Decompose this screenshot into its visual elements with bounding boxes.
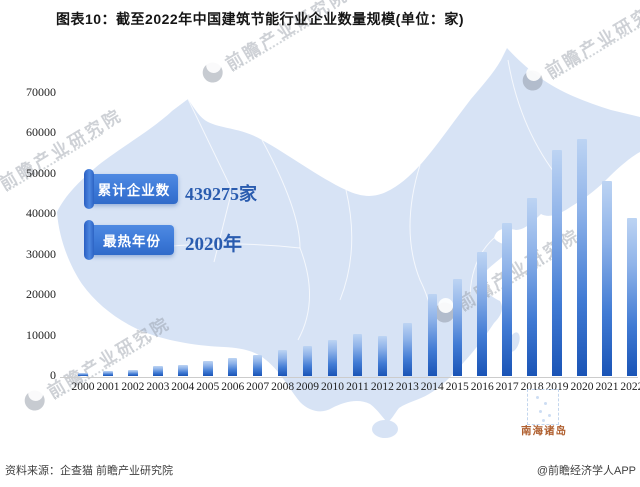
- x-tick-2018: 2018: [520, 381, 544, 393]
- islands-dots-icon: [536, 396, 539, 399]
- bar-2012: [377, 335, 388, 376]
- x-tick-2005: 2005: [196, 381, 220, 393]
- x-tick-2014: 2014: [420, 381, 444, 393]
- bar-2017: [502, 222, 512, 376]
- x-axis-line: [60, 377, 638, 378]
- bar-2010: [327, 339, 338, 376]
- y-tick-20000: 20000: [26, 287, 56, 301]
- badge-cumulative-enterprises: 累计企业数: [84, 168, 178, 209]
- china-mainland-shape: [57, 48, 640, 422]
- chart-title: 图表10：截至2022年中国建筑节能行业企业数量规模(单位：家): [55, 11, 465, 27]
- bar-2022: [627, 218, 637, 376]
- bar-2006: [227, 358, 238, 376]
- app-credit: @前瞻经济学人APP: [536, 465, 636, 477]
- badge-hottest-year: 最热年份: [84, 219, 174, 260]
- bar-2000: [78, 373, 88, 376]
- x-tick-2000: 2000: [71, 381, 95, 393]
- hainan-island-shape: [372, 420, 398, 438]
- data-source-note: 资料来源：企查猫 前瞻产业研究院: [5, 465, 174, 477]
- bar-2001: [103, 371, 113, 376]
- x-tick-2009: 2009: [296, 381, 320, 393]
- x-tick-2015: 2015: [445, 381, 469, 393]
- x-tick-2008: 2008: [271, 381, 295, 393]
- x-tick-2011: 2011: [346, 381, 369, 393]
- x-tick-2003: 2003: [146, 381, 170, 393]
- south-china-sea-inset-box: [527, 389, 559, 425]
- bar-2005: [203, 361, 213, 376]
- y-tick-30000: 30000: [26, 246, 56, 261]
- badge-cumulative-value: 439275家: [185, 184, 257, 204]
- x-tick-2019: 2019: [545, 381, 569, 393]
- x-tick-2022: 2022: [620, 381, 640, 393]
- bar-2014: [427, 293, 438, 376]
- badge-label: 累计企业数: [97, 183, 171, 198]
- y-tick-0: 0: [50, 368, 56, 382]
- x-tick-2016: 2016: [470, 381, 494, 393]
- bar-2015: [452, 278, 462, 376]
- x-tick-2013: 2013: [395, 381, 419, 393]
- x-tick-2020: 2020: [570, 381, 594, 393]
- x-tick-2002: 2002: [121, 381, 145, 393]
- x-tick-2021: 2021: [595, 381, 619, 393]
- bar-2013: [402, 322, 413, 376]
- bar-2007: [252, 354, 263, 376]
- bar-2004: [178, 364, 188, 376]
- x-tick-2004: 2004: [171, 381, 195, 393]
- badge-label: 最热年份: [103, 234, 161, 249]
- x-tick-2006: 2006: [221, 381, 245, 393]
- x-tick-2007: 2007: [246, 381, 270, 393]
- y-tick-70000: 70000: [26, 84, 56, 99]
- x-tick-2001: 2001: [96, 381, 120, 393]
- x-tick-2010: 2010: [321, 381, 344, 393]
- bar-2009: [302, 346, 313, 376]
- bar-2018: [527, 197, 537, 376]
- y-tick-10000: 10000: [26, 327, 56, 342]
- y-tick-50000: 50000: [26, 165, 56, 180]
- bar-2003: [153, 365, 163, 376]
- x-tick-2012: 2012: [370, 381, 394, 393]
- bar-2002: [128, 369, 138, 376]
- bar-2008: [277, 350, 288, 376]
- bar-2011: [352, 334, 363, 376]
- bar-2016: [477, 251, 487, 376]
- x-tick-2017: 2017: [495, 381, 519, 393]
- y-tick-60000: 60000: [26, 125, 56, 139]
- bar-2020: [577, 138, 587, 376]
- badge-hottest-year-value: 2020年: [185, 234, 243, 255]
- south-china-sea-label: 南海诸岛: [521, 425, 567, 437]
- bar-2021: [602, 181, 612, 376]
- y-tick-40000: 40000: [26, 206, 56, 220]
- bar-2019: [552, 150, 562, 376]
